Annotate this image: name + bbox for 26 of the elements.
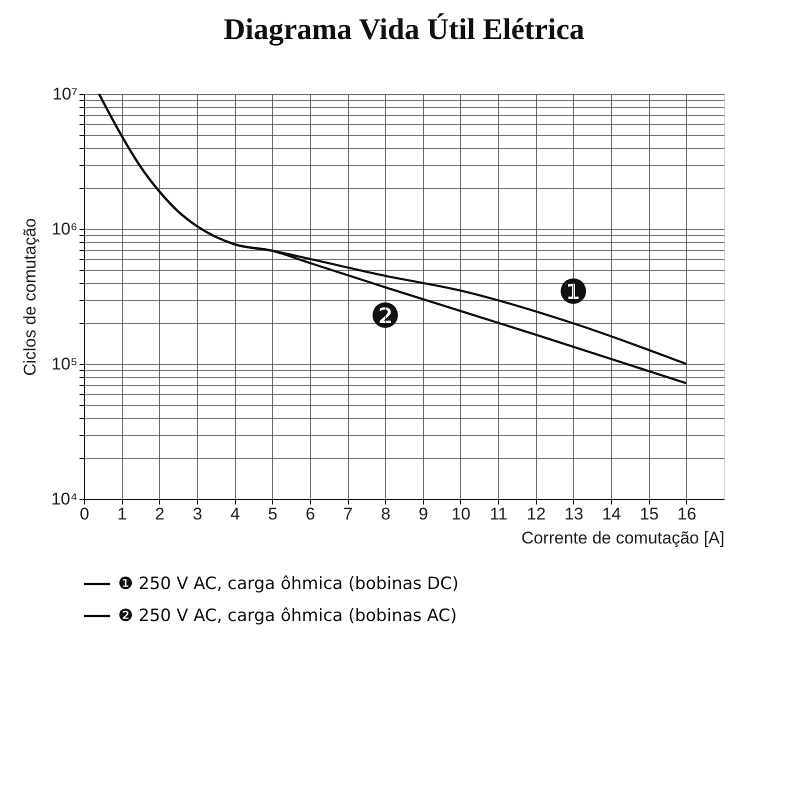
legend-label: ❶ 250 V AC, carga ôhmica (bobinas DC) <box>118 574 459 594</box>
x-tick-label: 12 <box>526 504 546 524</box>
x-tick-label: 3 <box>192 504 202 524</box>
x-tick-label: 15 <box>640 504 659 524</box>
y-tick-label: 10⁴ <box>51 490 78 508</box>
x-tick-label: 7 <box>343 504 353 524</box>
x-tick-label: 13 <box>564 504 584 524</box>
y-tick-label: 10⁷ <box>52 84 78 104</box>
y-tick-label: 10⁶ <box>52 220 78 238</box>
x-tick-label: 2 <box>155 504 165 524</box>
x-tick-label: 11 <box>490 504 508 524</box>
x-tick-label: 10 <box>452 504 470 524</box>
y-axis-title: Ciclos de comutação <box>20 218 40 376</box>
x-tick-label: 9 <box>418 504 428 524</box>
x-tick-label: 8 <box>380 504 390 524</box>
x-tick-label: 5 <box>268 504 278 524</box>
x-tick-label: 0 <box>80 504 90 524</box>
y-tick-label: 10⁵ <box>52 354 78 374</box>
chart-title: Diagrama Vida Útil Elétrica <box>224 13 584 46</box>
x-tick-label: 4 <box>230 504 240 524</box>
x-tick-label: 6 <box>306 504 316 524</box>
legend-label: ❷ 250 V AC, carga ôhmica (bobinas AC) <box>118 606 457 626</box>
x-tick-label: 1 <box>117 504 127 524</box>
x-tick-label: 16 <box>677 504 696 524</box>
x-axis-title: Corrente de comutação [A] <box>521 528 724 548</box>
x-tick-label: 14 <box>602 504 622 524</box>
